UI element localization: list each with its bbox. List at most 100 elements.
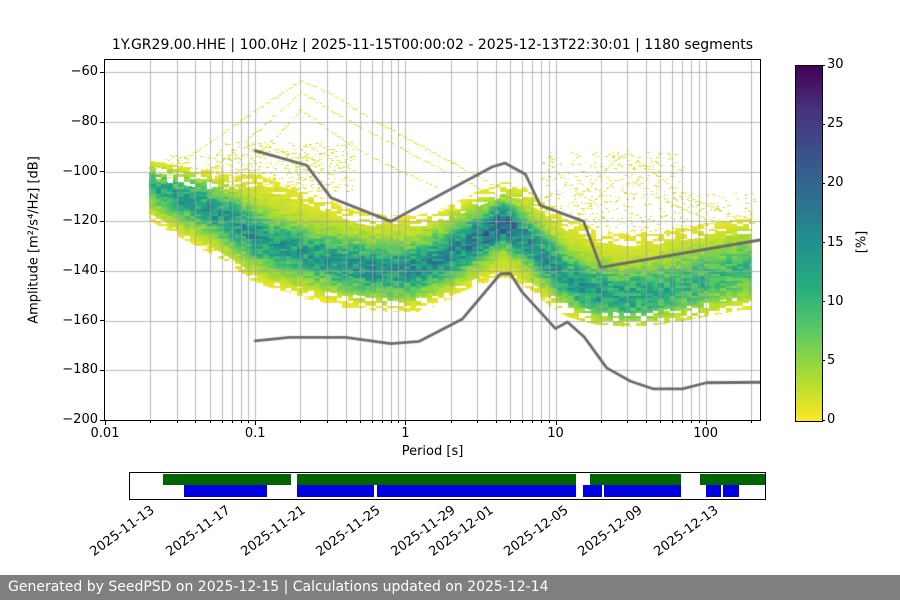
- x-axis-label: Period [s]: [401, 444, 464, 459]
- y-tick-mark: [100, 71, 104, 73]
- colorbar-tick-label: 20: [827, 175, 844, 191]
- x-minor-tick-mark: [195, 421, 197, 423]
- x-minor-tick-mark: [750, 421, 752, 423]
- x-minor-tick-mark: [600, 421, 602, 423]
- y-tick-mark: [100, 320, 104, 322]
- x-minor-tick-mark: [150, 421, 152, 423]
- y-tick-mark: [100, 171, 104, 173]
- x-minor-tick-mark: [691, 421, 693, 423]
- plot-area: [104, 59, 761, 421]
- x-tick-label: 0.1: [244, 426, 266, 441]
- x-minor-tick-mark: [240, 421, 242, 423]
- x-minor-tick-mark: [522, 421, 524, 423]
- x-minor-tick-mark: [476, 421, 478, 423]
- y-tick-label: −180: [62, 362, 98, 378]
- timeline-date-label: 2025-12-13: [651, 503, 722, 560]
- timeline-blue-segment: [184, 485, 268, 497]
- x-minor-tick-mark: [221, 421, 223, 423]
- x-tick-label: 0.01: [90, 426, 120, 441]
- colorbar-tick-mark: [822, 182, 825, 184]
- y-tick-mark: [100, 121, 104, 123]
- x-minor-tick-mark: [345, 421, 347, 423]
- colorbar-tick-mark: [822, 242, 825, 243]
- y-tick-mark: [100, 369, 104, 371]
- timeline-green-segment: [700, 474, 765, 485]
- timeline-green-segment: [589, 474, 682, 485]
- timeline-date-label: 2025-11-25: [312, 503, 383, 560]
- x-tick-label: 100: [693, 426, 719, 441]
- x-tick-mark: [405, 421, 407, 425]
- x-tick-mark: [555, 421, 557, 425]
- colorbar-tick-label: 10: [827, 293, 844, 309]
- x-minor-tick-mark: [360, 421, 362, 423]
- y-tick-mark: [100, 220, 104, 222]
- y-tick-label: −160: [62, 312, 98, 328]
- colorbar-tick-mark: [822, 419, 825, 421]
- x-minor-tick-mark: [382, 421, 384, 423]
- ppsd-heatmap-canvas: [105, 60, 760, 420]
- timeline-blue-segment: [603, 485, 682, 497]
- timeline-blue-segment: [582, 485, 602, 497]
- y-tick-label: −140: [62, 263, 98, 279]
- timeline-date-label: 2025-11-21: [238, 503, 308, 560]
- timeline-date-label: 2025-12-05: [500, 503, 571, 560]
- x-minor-tick-mark: [682, 421, 684, 423]
- y-tick-mark: [100, 270, 104, 272]
- timeline-axis: [129, 472, 766, 500]
- colorbar-tick-label: 30: [827, 57, 844, 72]
- timeline-date-label: 2025-11-13: [87, 503, 158, 560]
- y-tick-label: −120: [62, 213, 98, 229]
- y-tick-mark: [100, 419, 104, 421]
- timeline-blue-segment: [723, 485, 739, 497]
- timeline-blue-segment: [297, 485, 374, 497]
- x-minor-tick-mark: [326, 421, 328, 423]
- x-minor-tick-mark: [300, 421, 302, 423]
- x-tick-label: 10: [547, 426, 564, 441]
- x-minor-tick-mark: [627, 421, 629, 423]
- timeline-blue-segment: [377, 485, 576, 497]
- x-tick-mark: [105, 421, 106, 425]
- x-minor-tick-mark: [398, 421, 400, 423]
- x-minor-tick-mark: [698, 421, 700, 423]
- x-minor-tick-mark: [176, 421, 178, 423]
- colorbar-gradient: [795, 65, 823, 422]
- y-tick-label: −200: [62, 412, 98, 427]
- colorbar-tick-mark: [822, 360, 825, 362]
- colorbar-tick-mark: [822, 123, 825, 125]
- x-minor-tick-mark: [510, 421, 512, 423]
- x-minor-tick-mark: [248, 421, 250, 423]
- timeline-date-label: 2025-12-09: [575, 503, 646, 560]
- timeline-green-segment: [163, 474, 292, 485]
- x-minor-tick-mark: [540, 421, 542, 423]
- timeline-blue-segment: [705, 485, 722, 497]
- x-minor-tick-mark: [372, 421, 374, 423]
- x-minor-tick-mark: [672, 421, 674, 423]
- colorbar-tick-mark: [822, 64, 825, 66]
- y-axis-label: Amplitude [m²/s⁴/Hz] [dB]: [26, 156, 42, 324]
- x-tick-label: 1: [401, 426, 410, 441]
- y-tick-label: −100: [62, 163, 98, 179]
- x-tick-mark: [705, 421, 707, 425]
- chart-title: 1Y.GR29.00.HHE | 100.0Hz | 2025-11-15T00…: [111, 37, 754, 53]
- y-tick-label: −60: [70, 64, 98, 80]
- colorbar-tick-label: 5: [827, 352, 836, 368]
- timeline-date-label: 2025-11-17: [163, 503, 234, 560]
- x-minor-tick-mark: [660, 421, 662, 423]
- colorbar-tick-mark: [822, 301, 825, 303]
- x-tick-mark: [255, 421, 257, 425]
- x-minor-tick-mark: [548, 421, 550, 423]
- x-minor-tick-mark: [209, 421, 211, 423]
- x-minor-tick-mark: [390, 421, 392, 423]
- x-minor-tick-mark: [645, 421, 647, 423]
- footer-text: Generated by SeedPSD on 2025-12-15 | Cal…: [8, 579, 549, 595]
- y-tick-label: −80: [70, 114, 98, 130]
- colorbar-tick-label: 0: [827, 412, 836, 427]
- x-minor-tick-mark: [450, 421, 452, 423]
- colorbar-tick-label: 15: [827, 234, 844, 250]
- timeline-green-segment: [297, 474, 576, 485]
- x-minor-tick-mark: [495, 421, 497, 423]
- footer-bar: Generated by SeedPSD on 2025-12-15 | Cal…: [0, 575, 900, 600]
- colorbar-tick-label: 25: [827, 116, 844, 132]
- x-minor-tick-mark: [231, 421, 233, 423]
